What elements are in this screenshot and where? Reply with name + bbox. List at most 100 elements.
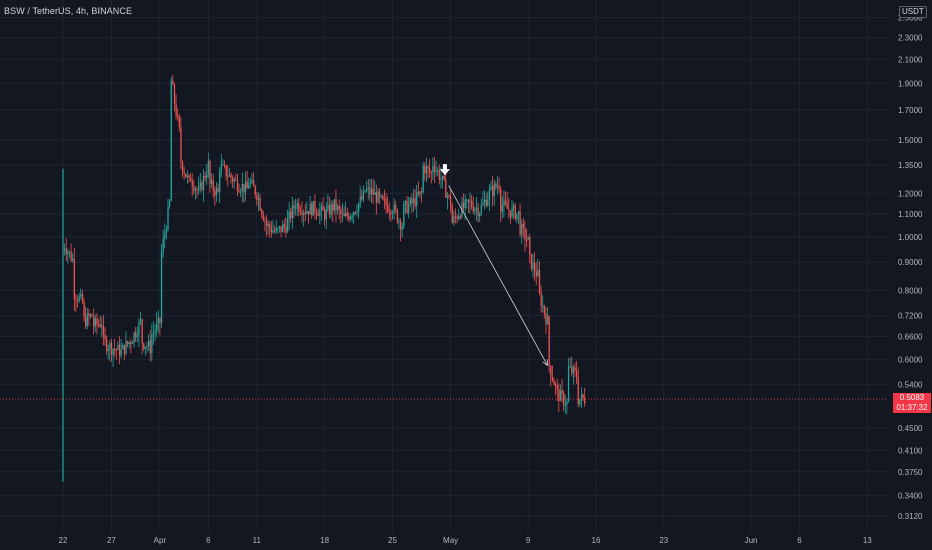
price-axis[interactable]: 0.3120 0.3400 0.3750 0.4100 0.4500 0.5400 0.60…	[898, 14, 923, 521]
candle-body	[563, 393, 565, 406]
candle-body	[207, 160, 210, 175]
candle-body	[496, 186, 499, 188]
currency-badge[interactable]: USDT	[899, 6, 927, 18]
candle-body	[269, 224, 271, 229]
candle-body	[206, 174, 208, 178]
candle-body	[309, 203, 311, 215]
candle-body	[109, 343, 111, 350]
candle-body	[411, 198, 413, 204]
candle-body	[409, 198, 411, 205]
time-axis[interactable]: 22 27 Apr 6 11 18 25 May 9 16 23 Jun 6 13	[59, 536, 873, 545]
candle-body	[459, 215, 462, 217]
price-tick-label: 0.9000	[898, 258, 923, 267]
candle-body	[230, 174, 232, 178]
candle-body	[212, 180, 214, 191]
time-tick-label: 22	[59, 536, 68, 545]
candle-body	[558, 389, 560, 401]
candle-body	[580, 394, 583, 400]
candle-body	[387, 205, 389, 212]
candle-body	[64, 248, 66, 250]
candle-body	[441, 176, 444, 179]
candle-body	[420, 191, 423, 193]
candle-body	[178, 116, 180, 128]
candle-body	[383, 199, 386, 201]
candle-body	[156, 323, 158, 331]
candle-body	[104, 334, 106, 340]
candle-body	[106, 339, 108, 351]
candle-body	[133, 332, 135, 343]
candle-body	[97, 324, 100, 326]
candle-body	[101, 325, 103, 327]
candle-body	[143, 343, 145, 349]
candle-body	[288, 211, 290, 219]
candle-body	[319, 210, 321, 216]
candle-body	[88, 313, 90, 317]
candle-body	[299, 211, 302, 213]
candle-body	[501, 205, 504, 212]
candle-body	[215, 188, 218, 196]
candle-body	[322, 205, 324, 211]
candle-body	[419, 191, 421, 195]
candle-body	[114, 349, 116, 351]
candle-body	[574, 367, 576, 371]
candle-body	[366, 188, 368, 191]
candle-body	[144, 346, 147, 349]
candle-body	[577, 377, 579, 405]
candle-body	[349, 216, 352, 220]
candle-body	[571, 366, 573, 374]
candle-body	[479, 213, 481, 216]
candle-body	[345, 213, 347, 216]
candle-body	[290, 211, 292, 219]
candle-body	[272, 230, 274, 233]
candle-body	[265, 221, 268, 226]
candle-body	[556, 385, 558, 390]
grid-lines	[0, 0, 888, 532]
candle-body	[296, 203, 298, 209]
candle-body	[110, 343, 113, 355]
candle-body	[93, 316, 95, 327]
candle-body	[482, 202, 484, 205]
candle-body	[514, 205, 516, 219]
candle-body	[180, 127, 182, 163]
candle-body	[464, 199, 466, 209]
candle-body	[550, 365, 552, 377]
candle-body	[152, 332, 155, 335]
time-tick-label: 16	[592, 536, 601, 545]
price-tick-label: 2.1000	[898, 55, 923, 64]
candle-body	[125, 341, 127, 354]
candle-body	[490, 186, 492, 190]
candle-body	[385, 199, 387, 206]
candle-body	[448, 195, 450, 197]
candle-body	[522, 224, 524, 228]
candle-body	[543, 305, 545, 314]
candle-body	[193, 185, 195, 191]
candle-body	[474, 208, 476, 212]
candle-body	[519, 211, 521, 235]
candle-body	[304, 212, 306, 214]
candle-body	[96, 318, 98, 325]
candle-body	[120, 349, 122, 356]
candle-body	[65, 248, 67, 254]
candle-body	[243, 184, 245, 193]
candle-body	[467, 199, 470, 203]
candle-body	[427, 166, 429, 169]
candle-body	[170, 80, 172, 202]
candle-body	[353, 212, 355, 217]
time-tick-label: May	[443, 536, 458, 545]
candle-body	[249, 182, 252, 185]
candle-body	[219, 171, 221, 192]
candle-body	[223, 164, 226, 166]
candle-body	[364, 190, 366, 192]
candle-body	[146, 346, 148, 348]
candle-body	[328, 204, 331, 215]
symbol-title[interactable]: BSW / TetherUS, 4h, BINANCE	[4, 6, 133, 16]
candle-body	[453, 216, 455, 223]
candle-body	[529, 236, 531, 254]
candle-body	[374, 192, 376, 195]
candle-body	[225, 165, 227, 177]
candle-body	[75, 299, 77, 301]
candle-body	[115, 349, 117, 351]
candle-body	[336, 206, 339, 211]
candle-body	[493, 183, 495, 196]
